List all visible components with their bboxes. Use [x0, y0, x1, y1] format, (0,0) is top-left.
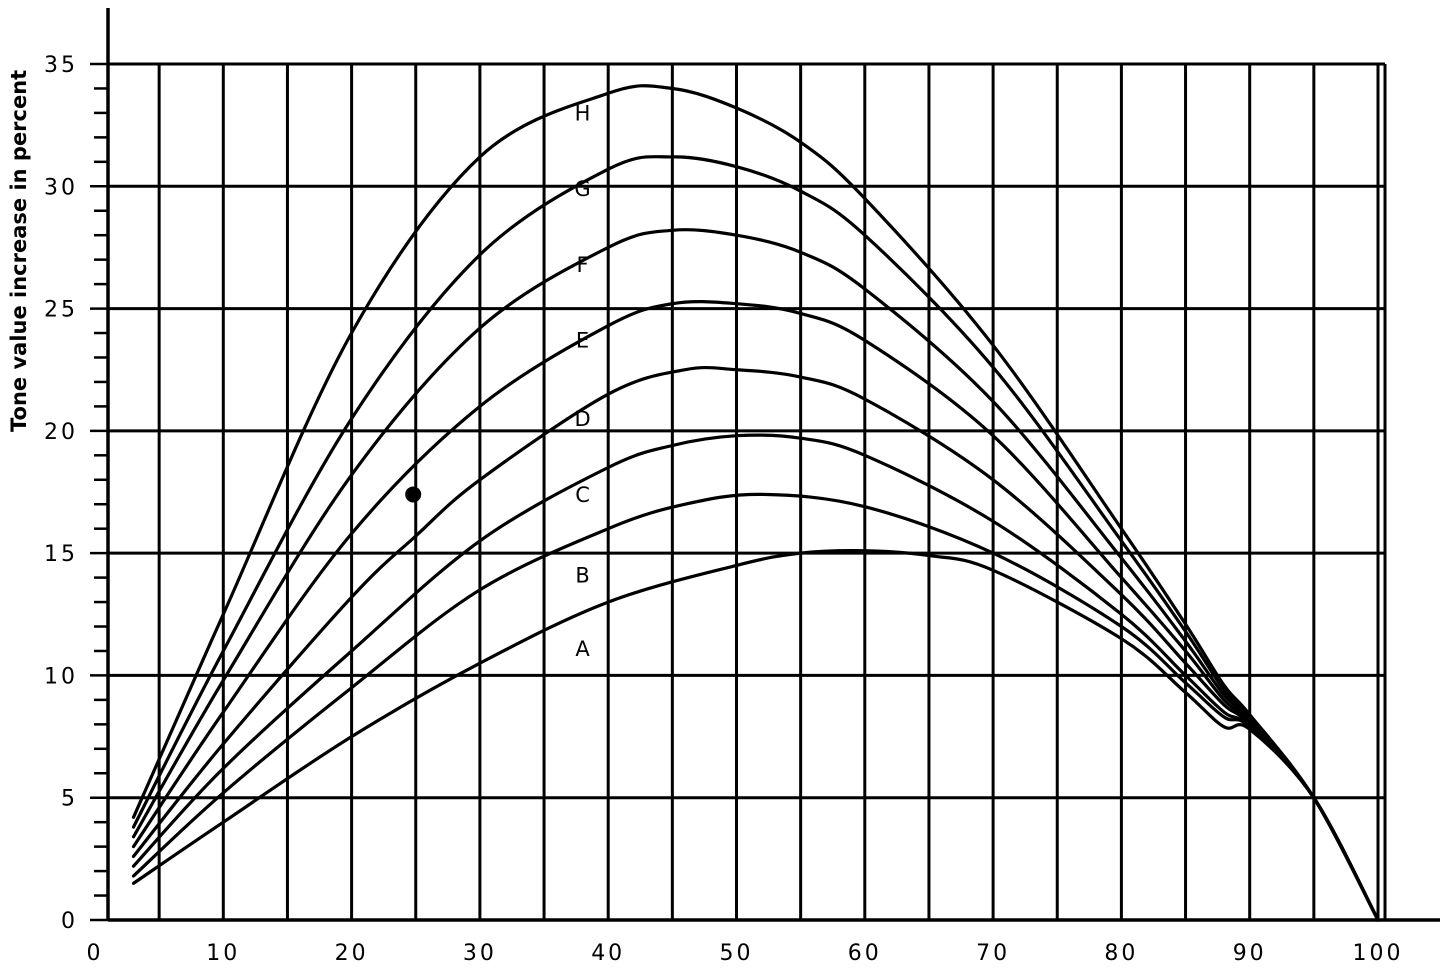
series-label-a: A [575, 637, 590, 661]
series-label-c: C [575, 483, 590, 507]
grid [108, 62, 1387, 920]
series-label-e: E [576, 329, 589, 353]
x-tick-label: 10 [206, 941, 240, 966]
y-tick-label: 25 [44, 298, 78, 323]
y-tick-label: 5 [61, 787, 78, 812]
x-tick-label: 60 [848, 941, 882, 966]
x-tick-label: 80 [1104, 941, 1138, 966]
series-line-b [131, 492, 1380, 922]
y-tick-label: 20 [44, 420, 78, 445]
series-line-c [131, 433, 1380, 922]
series-line-g [131, 155, 1380, 922]
series [131, 84, 1380, 922]
x-tick-label: 20 [335, 941, 369, 966]
x-tick-label: 50 [720, 941, 754, 966]
series-label-d: D [574, 407, 590, 431]
series-line-d [131, 365, 1380, 922]
y-tick-label: 15 [44, 542, 78, 567]
series-label-g: G [574, 177, 590, 201]
y-tick-label: 35 [44, 53, 78, 78]
x-tick-label: 100 [1353, 941, 1404, 966]
axes [90, 8, 1440, 922]
series-line-f [131, 228, 1380, 922]
tick-labels: 0 10 20 30 40 50 60 70 80 90 100 0 5 10 15 20 25 30 35 [44, 53, 1404, 966]
series-line-h [131, 84, 1380, 922]
series-labels: A B C D E F G H [574, 101, 590, 661]
series-label-h: H [575, 101, 591, 125]
y-tick-label: 0 [61, 909, 78, 934]
x-tick-label: 0 [87, 941, 104, 966]
x-tick-label: 40 [591, 941, 625, 966]
data-point-marker [405, 486, 422, 503]
series-label-f: F [576, 253, 588, 277]
series-line-a [131, 548, 1380, 922]
x-tick-label: 90 [1233, 941, 1267, 966]
series-label-b: B [575, 563, 589, 587]
y-axis-title: Tone value increase in percent [7, 70, 31, 432]
y-tick-label: 30 [44, 175, 78, 200]
y-tick-label: 10 [44, 664, 78, 689]
series-line-e [131, 300, 1380, 922]
x-tick-label: 70 [976, 941, 1010, 966]
x-tick-label: 30 [463, 941, 497, 966]
